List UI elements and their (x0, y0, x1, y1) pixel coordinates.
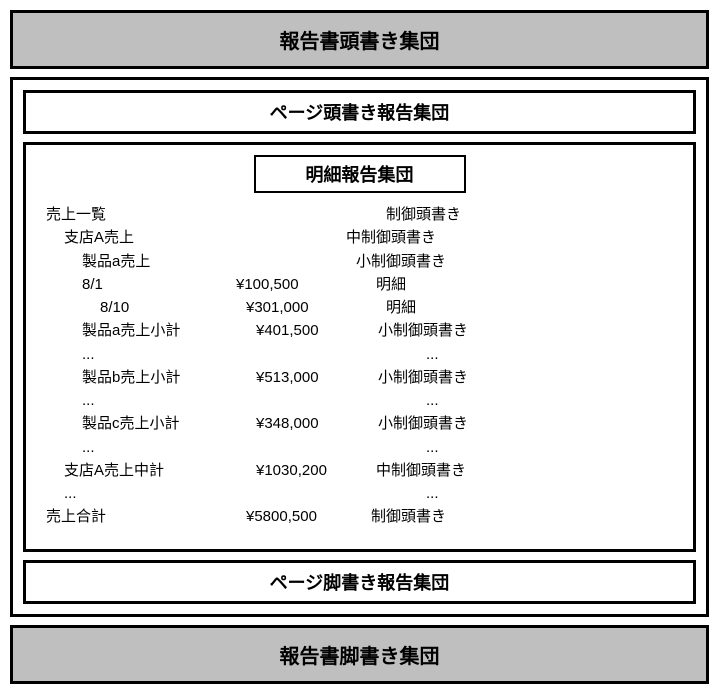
line-note: ... (386, 343, 673, 366)
line-value: ¥301,000 (216, 296, 356, 319)
line-note: 明細 (356, 296, 673, 319)
line-note: ... (386, 389, 673, 412)
line-product-a-subtotal: 製品a売上小計 ¥401,500 小制御頭書き (46, 319, 673, 342)
line-value: ¥1030,200 (236, 459, 376, 482)
detail-title: 明細報告集団 (254, 155, 466, 193)
report-header: 報告書頭書き集団 (10, 10, 709, 69)
line-note: 中制御頭書き (346, 226, 673, 249)
line-branch-a-midtotal: 支店A売上中計 ¥1030,200 中制御頭書き (46, 459, 673, 482)
line-sales-list: 売上一覧 制御頭書き (46, 203, 673, 226)
line-label: 売上合計 (46, 505, 246, 528)
line-ellipsis: ... ... (46, 482, 673, 505)
report-footer-label: 報告書脚書き集団 (280, 646, 440, 668)
line-label: ... (46, 482, 246, 505)
line-product-c-subtotal: 製品c売上小計 ¥348,000 小制御頭書き (46, 412, 673, 435)
line-product-a: 製品a売上 小制御頭書き (46, 250, 673, 273)
line-value: ¥513,000 (226, 366, 366, 389)
line-label: 製品c売上小計 (46, 412, 246, 435)
report-footer: 報告書脚書き集団 (10, 625, 709, 684)
line-label: ... (46, 436, 246, 459)
line-label: ... (46, 389, 246, 412)
line-product-b-subtotal: 製品b売上小計 ¥513,000 小制御頭書き (46, 366, 673, 389)
line-note: 小制御頭書き (366, 366, 673, 389)
line-note: ... (386, 436, 673, 459)
line-value: ¥100,500 (216, 273, 356, 296)
line-note: 制御頭書き (386, 203, 673, 226)
line-value: ¥5800,500 (246, 505, 386, 528)
page-header-label: ページ頭書き報告集団 (270, 103, 450, 123)
line-label: ... (46, 343, 246, 366)
line-ellipsis: ... ... (46, 436, 673, 459)
line-branch-a: 支店A売上 中制御頭書き (46, 226, 673, 249)
line-value: ¥401,500 (226, 319, 366, 342)
line-note: 小制御頭書き (356, 250, 673, 273)
page-header: ページ頭書き報告集団 (23, 90, 696, 134)
page-container: ページ頭書き報告集団 明細報告集団 売上一覧 制御頭書き 支店A売上 中制御頭書… (10, 77, 709, 617)
page-footer-label: ページ脚書き報告集団 (270, 573, 450, 593)
line-ellipsis: ... ... (46, 389, 673, 412)
line-value: ¥348,000 (226, 412, 366, 435)
line-label: 製品b売上小計 (46, 366, 246, 389)
line-value (246, 389, 386, 412)
line-value (246, 482, 386, 505)
line-label: 支店A売上中計 (46, 459, 246, 482)
report-header-label: 報告書頭書き集団 (280, 31, 440, 53)
line-detail-1: 8/1 ¥100,500 明細 (46, 273, 673, 296)
line-note: 小制御頭書き (366, 319, 673, 342)
line-value (246, 203, 386, 226)
line-detail-2: 8/10 ¥301,000 明細 (46, 296, 673, 319)
line-note: 明細 (356, 273, 673, 296)
line-note: 中制御頭書き (376, 459, 673, 482)
line-label: 売上一覧 (46, 203, 246, 226)
line-grand-total: 売上合計 ¥5800,500 制御頭書き (46, 505, 673, 528)
line-label: 製品a売上 (46, 250, 246, 273)
line-note: 制御頭書き (371, 505, 673, 528)
page-footer: ページ脚書き報告集団 (23, 560, 696, 604)
line-ellipsis: ... ... (46, 343, 673, 366)
line-label: 支店A売上 (46, 226, 246, 249)
line-value (246, 343, 386, 366)
detail-group: 明細報告集団 売上一覧 制御頭書き 支店A売上 中制御頭書き 製品a売上 小制御… (23, 142, 696, 552)
line-note: 小制御頭書き (366, 412, 673, 435)
line-label: 製品a売上小計 (46, 319, 246, 342)
line-note: ... (386, 482, 673, 505)
line-value (246, 436, 386, 459)
